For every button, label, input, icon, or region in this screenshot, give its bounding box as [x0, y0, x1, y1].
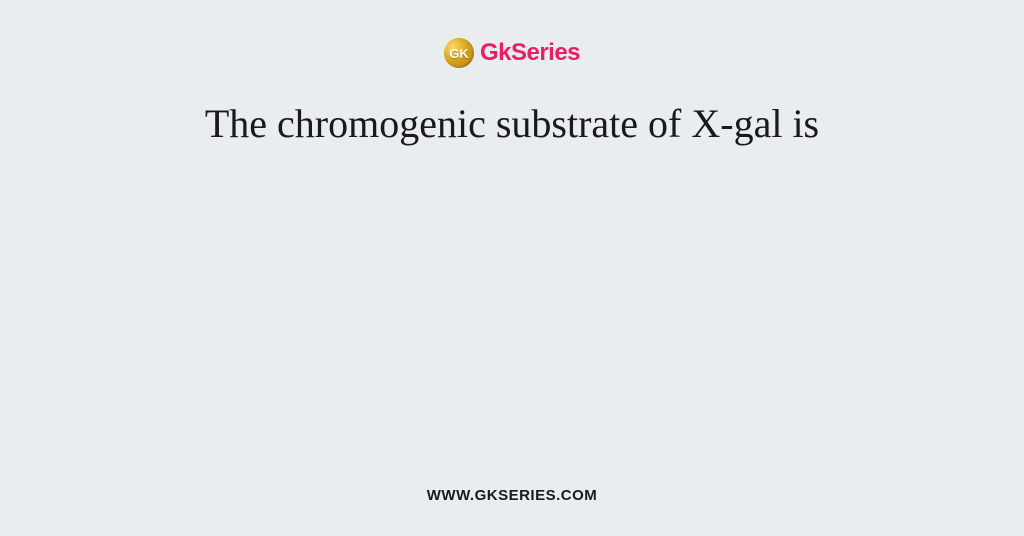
footer-url: WWW.GKSERIES.COM — [427, 487, 598, 504]
page-heading: The chromogenic substrate of X-gal is — [205, 100, 819, 147]
logo-brand-text: GkSeries — [480, 39, 580, 67]
logo-badge-text: GK — [449, 46, 469, 61]
logo-badge-icon: GK — [444, 38, 474, 68]
logo-container: GK GkSeries — [444, 38, 580, 68]
